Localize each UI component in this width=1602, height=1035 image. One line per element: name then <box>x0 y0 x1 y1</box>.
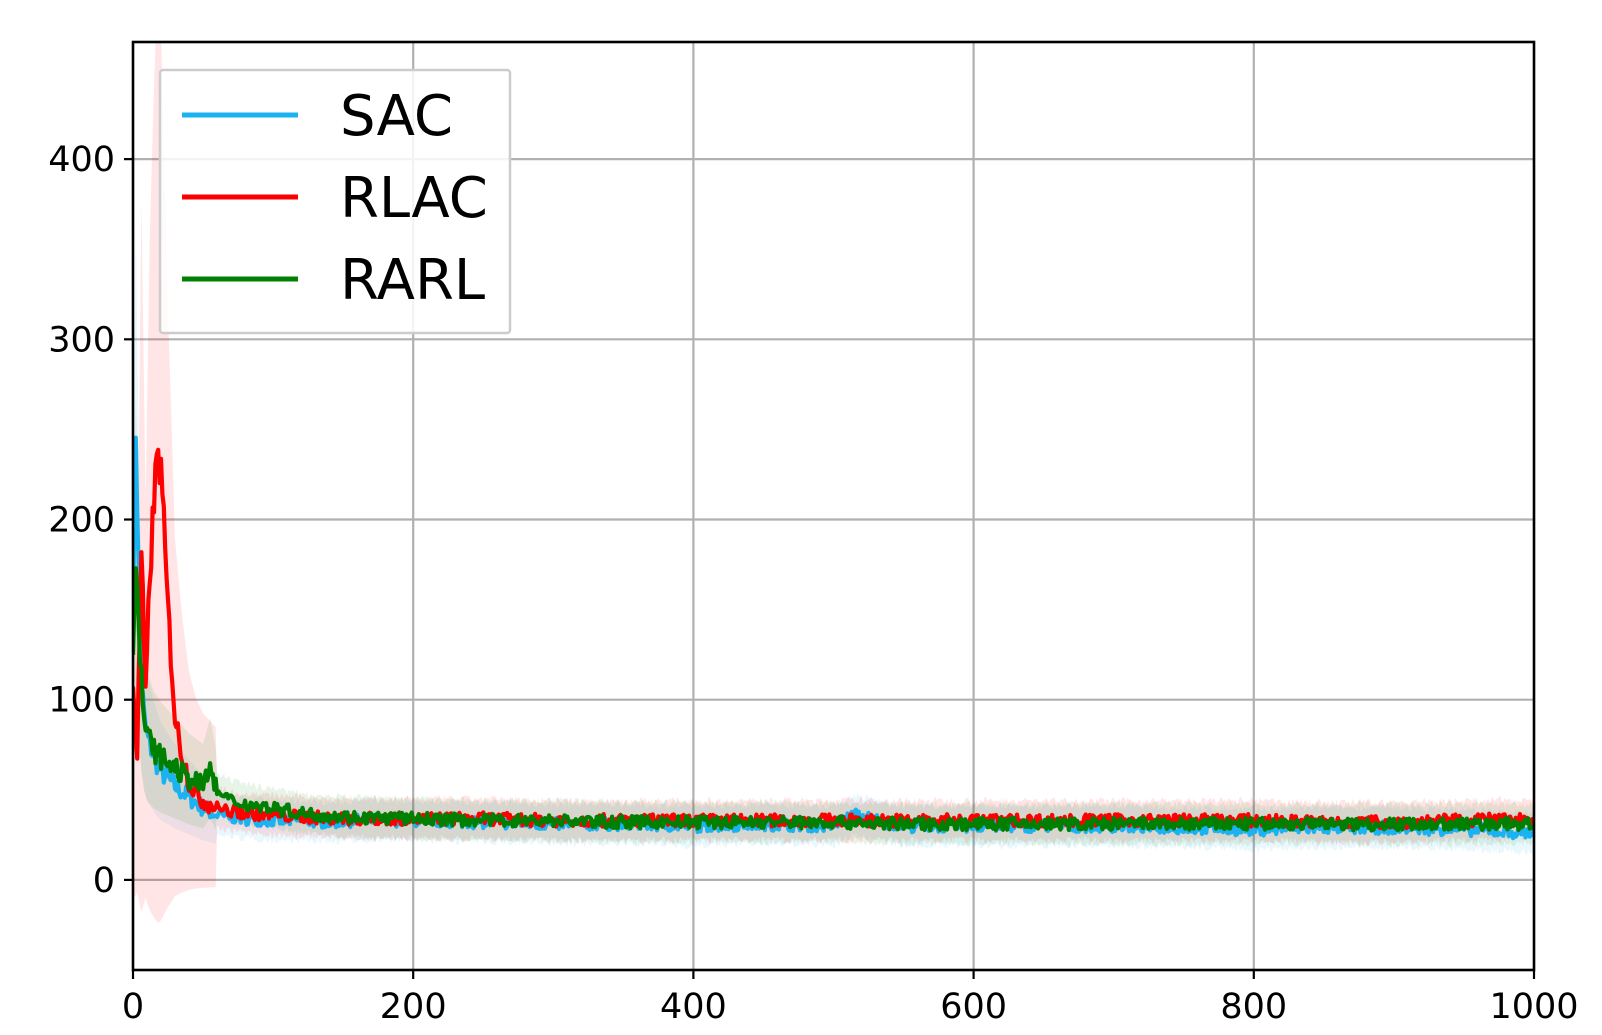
y-tick-label: 100 <box>48 681 115 721</box>
y-tick-label: 400 <box>48 140 115 180</box>
series-lines <box>133 435 1534 841</box>
x-tick-label: 400 <box>660 987 727 1027</box>
legend-label-rarl: RARL <box>340 248 485 313</box>
y-tick-label: 200 <box>48 501 115 541</box>
x-tick-label: 600 <box>940 987 1007 1027</box>
series-line-rlac <box>133 447 1534 831</box>
legend-box <box>158 68 512 335</box>
series-line-rarl <box>133 566 1534 833</box>
band-rlac <box>133 42 1534 924</box>
y-tick-label: 0 <box>93 861 115 901</box>
legend-label-rlac: RLAC <box>340 166 488 231</box>
series-line-sac <box>133 435 1534 841</box>
grid <box>133 42 1534 970</box>
x-tick-label: 800 <box>1220 987 1287 1027</box>
x-tick-label: 1000 <box>1489 987 1578 1027</box>
y-tick-label: 300 <box>48 320 115 360</box>
legend-label-sac: SAC <box>340 84 453 149</box>
legend: SAC RLAC RARL <box>158 68 512 335</box>
x-tick-label: 200 <box>380 987 447 1027</box>
plot-frame <box>131 40 1536 972</box>
axis-ticks: 0 200 400 600 800 1000 0 100 200 300 400 <box>48 140 1578 1027</box>
x-tick-label: 0 <box>122 987 144 1027</box>
band-rarl <box>133 396 1534 848</box>
